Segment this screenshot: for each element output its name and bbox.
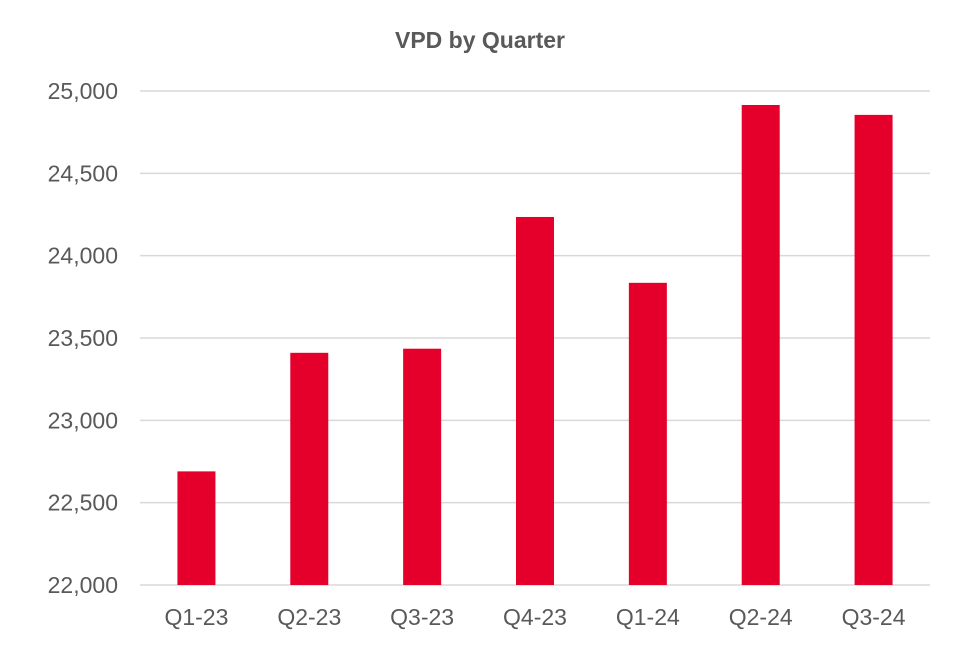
y-tick-label: 23,000 [48,407,118,433]
bar-q2-24 [741,104,780,585]
y-tick-label: 24,500 [48,160,118,186]
x-tick-label: Q3-23 [390,604,454,630]
y-tick-label: 22,000 [48,572,118,598]
x-tick-label: Q2-24 [729,604,793,630]
x-axis-ticks: Q1-23 Q2-23 Q3-23 Q4-23 Q1-24 Q2-24 Q3-24 [164,604,905,630]
bars [177,104,893,586]
x-tick-label: Q4-23 [503,604,567,630]
bar-q4-23 [516,216,554,585]
y-tick-label: 24,000 [48,243,118,269]
y-tick-label: 25,000 [48,78,118,104]
bar-q1-24 [628,282,667,585]
y-tick-label: 22,500 [48,490,118,516]
x-tick-label: Q1-23 [164,604,228,630]
y-tick-label: 23,500 [48,325,118,351]
x-tick-label: Q1-24 [616,604,680,630]
bar-q3-23 [403,348,442,585]
bar-q1-23 [177,471,216,585]
chart-title: VPD by Quarter [395,27,565,53]
bar-q3-24 [854,114,893,586]
x-tick-label: Q2-23 [277,604,341,630]
x-tick-label: Q3-24 [842,604,906,630]
y-axis-ticks: 22,000 22,500 23,000 23,500 24,000 24,500 25,0… [48,78,118,598]
bar-q2-23 [290,352,329,585]
